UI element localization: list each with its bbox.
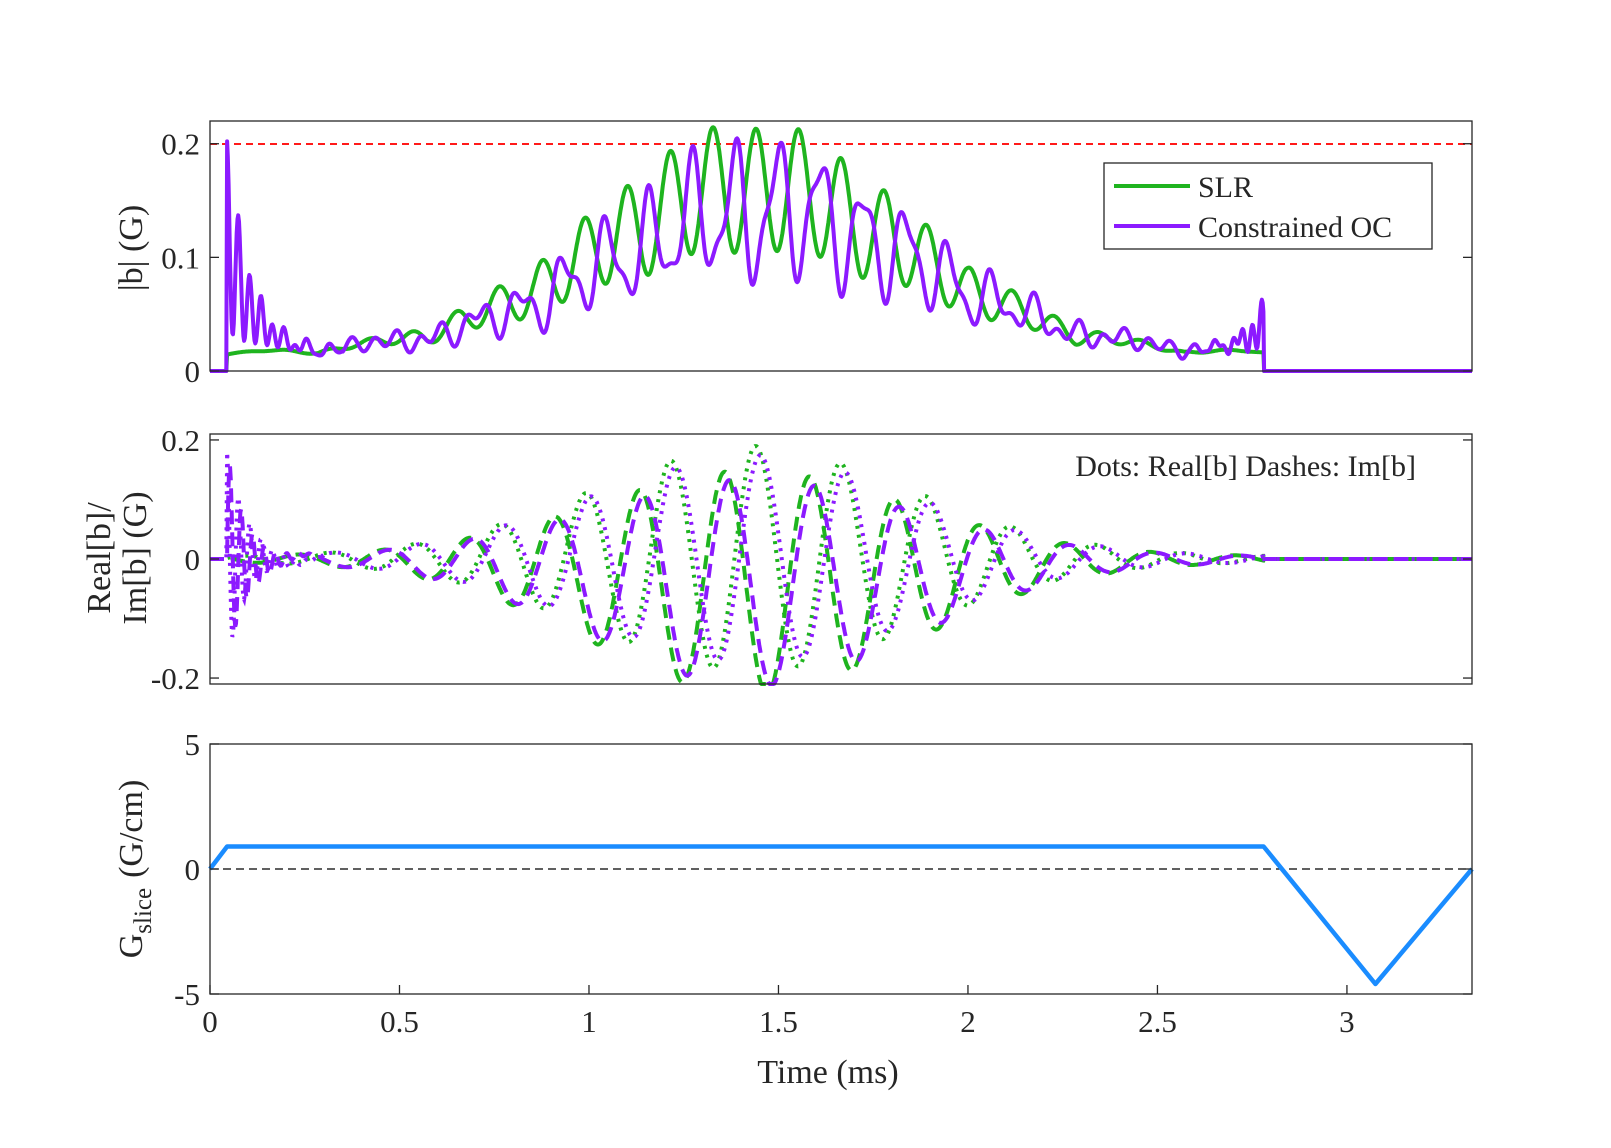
panel-middle-y-tick-label: 0: [185, 542, 201, 577]
series-line-constrained-oc-magnitude: [208, 136, 1474, 373]
legend-label-constrained-oc: Constrained OC: [1198, 211, 1392, 244]
panel-top-y-axis-title: |b| (G): [113, 205, 150, 291]
x-tick-label: 2.5: [1138, 1004, 1177, 1039]
x-tick-label: 1.5: [759, 1004, 798, 1039]
panel-bottom-y-ticks: -5 0 5: [174, 727, 1472, 1012]
panel-top-y-ticks: 0 0.1 0.2: [161, 127, 1472, 389]
panel-top-y-tick-label: 0.1: [161, 240, 200, 275]
y-axis-title-main: G: [113, 934, 150, 959]
panel-middle: -0.2 0 0.2 Dots: Real[b] Dashes: Im[b] Rea…: [81, 423, 1473, 696]
panel-middle-y-tick-label: -0.2: [151, 661, 200, 696]
x-axis-title: Time (ms): [757, 1054, 898, 1091]
panel-middle-y-tick-label: 0.2: [161, 423, 200, 458]
y-axis-title-unit: (G/cm): [113, 780, 150, 878]
legend-label-slr: SLR: [1198, 171, 1253, 204]
series-line-slr-imag: [210, 469, 1472, 686]
panel-top-y-tick-label: 0.2: [161, 127, 200, 162]
x-tick-label: 0: [202, 1004, 218, 1039]
legend: SLR Constrained OC: [1103, 162, 1433, 250]
x-tick-label: 0.5: [380, 1004, 419, 1039]
panel-bottom-y-axis-title: Gslice (G/cm): [113, 780, 157, 959]
series-line-g-slice: [208, 844, 1474, 987]
panel-bottom-y-tick-label: 5: [185, 727, 201, 762]
panel-bottom-y-tick-label: 0: [185, 852, 201, 887]
panel-middle-y-axis-title-line2: Im[b] (G): [117, 491, 154, 624]
legend-box: [1103, 162, 1433, 250]
panel-bottom: -505 0 0.5 1 1.5 2 2.5 3 Gslice(G/cm) Time (ms…: [113, 727, 1474, 1091]
panel-middle-y-ticks: -0.2 0 0.2: [151, 423, 1472, 696]
x-tick-label: 1: [581, 1004, 597, 1039]
panel-bottom-y-tick-label: -5: [174, 977, 200, 1012]
panel-top: 0 0.1 0.2 |b| (G) SLR Constrained OC: [113, 120, 1474, 389]
panel-top-y-tick-label: 0: [185, 354, 201, 389]
x-tick-label: 3: [1339, 1004, 1355, 1039]
series-line-slr-magnitude: [208, 125, 1474, 373]
panel-top-axes-box: [209, 120, 1473, 372]
x-tick-label: 2: [960, 1004, 976, 1039]
panel-bottom-x-ticks: 0 0.5 1 1.5 2 2.5 3: [202, 985, 1355, 1039]
panel-middle-y-axis-title-line1: Real[b]/: [81, 502, 118, 614]
y-axis-title-subscript: slice: [130, 888, 157, 934]
series-line-constrained-oc-imag: [210, 459, 1472, 686]
series-line-constrained-oc-real: [210, 451, 1472, 662]
real-imag-annotation: Dots: Real[b] Dashes: Im[b]: [1075, 450, 1416, 483]
